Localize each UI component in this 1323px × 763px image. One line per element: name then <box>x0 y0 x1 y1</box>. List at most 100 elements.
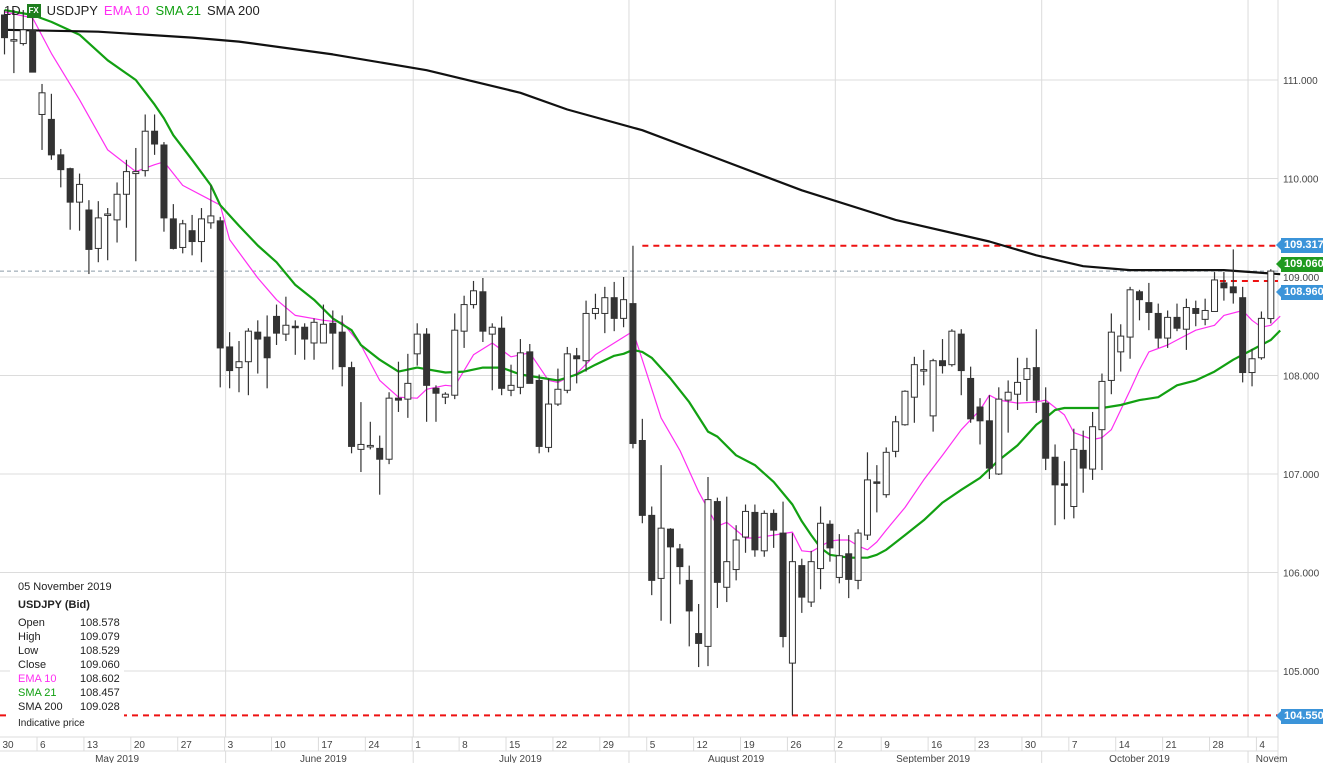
candle-bull <box>413 333 421 355</box>
date-tick-label: 19 <box>744 740 756 751</box>
candle-bear <box>629 303 637 444</box>
info-key: SMA 21 <box>18 687 57 699</box>
info-value: 109.079 <box>80 631 120 643</box>
date-tick-label: 16 <box>931 740 943 751</box>
candle-bear <box>751 511 759 551</box>
candle-bull <box>38 92 46 115</box>
month-label: May 2019 <box>95 754 139 763</box>
candle-bear <box>57 154 65 171</box>
sma-200-line <box>4 28 1281 276</box>
date-tick-label: 20 <box>134 740 146 751</box>
date-tick-label: 7 <box>1072 740 1078 751</box>
candle-bear <box>939 360 946 367</box>
candle-bear <box>263 336 271 359</box>
candle-bear <box>676 548 684 568</box>
candle-bull <box>1257 317 1265 359</box>
candle-bull <box>141 130 149 172</box>
candle-bull <box>1248 358 1256 374</box>
candle-bull <box>704 499 712 647</box>
info-row-sma200: SMA 200 109.028 <box>18 700 124 714</box>
candle-bear <box>301 326 309 340</box>
candle-bear <box>291 325 299 329</box>
candle-bull <box>1126 289 1134 338</box>
candle-bull <box>591 308 599 314</box>
candle-bear <box>826 523 834 549</box>
interval-label[interactable]: 1D <box>4 3 21 18</box>
info-row-low: Low 108.529 <box>18 644 124 658</box>
candle-bear <box>273 315 281 334</box>
candle-bull <box>1107 331 1115 381</box>
candle-bear <box>1192 308 1200 314</box>
date-tick-label: 1 <box>415 740 421 751</box>
candle-bear <box>498 327 506 389</box>
candle-bull <box>451 329 459 396</box>
sma21-legend[interactable]: SMA 21 <box>155 3 201 18</box>
candle-bull <box>1070 448 1078 508</box>
chart-legend: 1D FX USDJPY EMA 10 SMA 21 SMA 200 <box>4 3 260 18</box>
candle-bull <box>901 390 909 426</box>
candle-bull <box>1182 307 1190 330</box>
candle-bear <box>526 351 534 384</box>
candle-bear <box>216 220 224 349</box>
candle-bull <box>742 510 750 538</box>
info-value: 108.529 <box>80 645 120 657</box>
candle-bull <box>244 330 252 363</box>
candle-bear <box>535 379 543 447</box>
info-value: 109.060 <box>80 659 120 671</box>
candle-bull <box>601 297 609 314</box>
candle-bull <box>554 388 562 405</box>
candle-bull <box>732 539 740 571</box>
date-tick-label: 29 <box>603 740 615 751</box>
fx-badge-icon: FX <box>26 3 41 18</box>
candle-bear <box>695 633 703 644</box>
candle-bull <box>892 421 900 452</box>
candle-bull <box>197 218 205 243</box>
candle-bear <box>1032 367 1040 401</box>
month-label: July 2019 <box>499 754 542 763</box>
info-row-high: High 109.079 <box>18 630 124 644</box>
date-tick-label: 30 <box>1025 740 1037 751</box>
info-value: 108.578 <box>80 617 120 629</box>
date-tick-label: 22 <box>556 740 568 751</box>
info-row-open: Open 108.578 <box>18 616 124 630</box>
candle-bull <box>948 330 956 366</box>
candle-bear <box>479 291 487 332</box>
date-tick-label: 13 <box>87 740 99 751</box>
y-tick-label: 107.000 <box>1283 470 1320 481</box>
candle-bull <box>723 561 731 588</box>
candle-bull <box>854 532 862 581</box>
ohlc-info-panel: 05 November 2019 USDJPY (Bid) Open 108.57… <box>10 578 124 730</box>
candle-bear <box>254 331 262 340</box>
candle-bear <box>66 168 74 203</box>
ema-legend[interactable]: EMA 10 <box>103 3 150 18</box>
y-tick-label: 109.000 <box>1283 273 1320 284</box>
info-row-sma21: SMA 21 108.457 <box>18 686 124 700</box>
date-tick-label: 28 <box>1213 740 1225 751</box>
info-row-ema: EMA 10 108.602 <box>18 672 124 686</box>
candle-bear <box>685 579 693 612</box>
candle-bull <box>788 561 796 664</box>
info-date: 05 November 2019 <box>18 581 112 593</box>
y-tick-label: 111.000 <box>1283 76 1318 87</box>
candle-bear <box>47 118 55 156</box>
candle-bear <box>638 440 646 516</box>
date-tick-label: 3 <box>228 740 234 751</box>
candle-bear <box>1229 286 1237 294</box>
candle-bear <box>967 377 975 420</box>
y-tick-label: 106.000 <box>1283 569 1320 580</box>
candle-bull <box>1211 279 1219 312</box>
support-price-label: 104.550 <box>1276 709 1323 724</box>
candle-bear <box>376 447 384 460</box>
y-axis: 105.000 106.000 107.000 108.000 109.000 110.0… <box>1283 76 1320 678</box>
candle-bull <box>863 479 871 536</box>
sma200-legend[interactable]: SMA 200 <box>206 3 260 18</box>
candle-bear <box>1060 483 1068 486</box>
candle-bull <box>19 29 27 45</box>
date-tick-label: 30 <box>3 740 15 751</box>
symbol-label[interactable]: USDJPY <box>46 3 98 18</box>
candle-bear <box>1 14 8 39</box>
date-tick-label: 8 <box>462 740 468 751</box>
candle-bull <box>385 397 393 460</box>
candle-bull <box>545 403 553 448</box>
